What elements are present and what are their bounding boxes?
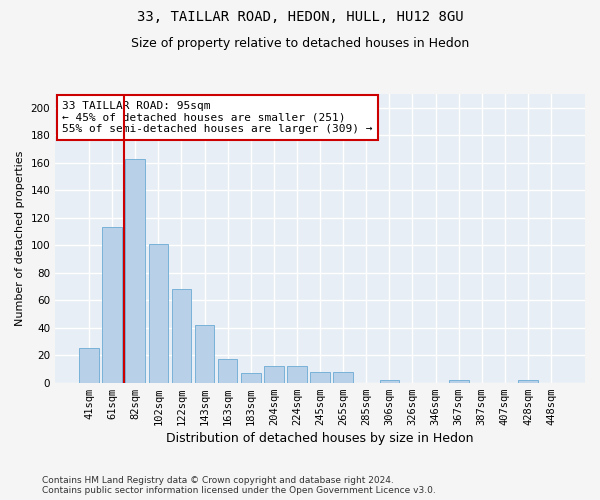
Bar (103, 228, 122, 382)
Text: Contains HM Land Registry data © Crown copyright and database right 2024.
Contai: Contains HM Land Registry data © Crown c… (42, 476, 436, 495)
Bar (149, 244, 168, 382)
X-axis label: Distribution of detached houses by size in Hedon: Distribution of detached houses by size … (166, 432, 474, 445)
Bar (218, 360, 238, 382)
Bar (264, 366, 284, 382)
Y-axis label: Number of detached properties: Number of detached properties (15, 150, 25, 326)
Bar (518, 380, 538, 382)
Bar (287, 366, 307, 382)
Bar (380, 380, 399, 382)
Bar (125, 158, 145, 382)
Bar (334, 372, 353, 382)
Bar (79, 348, 99, 382)
Text: 33, TAILLAR ROAD, HEDON, HULL, HU12 8GU: 33, TAILLAR ROAD, HEDON, HULL, HU12 8GU (137, 10, 463, 24)
Text: Size of property relative to detached houses in Hedon: Size of property relative to detached ho… (131, 38, 469, 51)
Bar (195, 325, 214, 382)
Bar (172, 289, 191, 382)
Bar (241, 373, 260, 382)
Text: 33 TAILLAR ROAD: 95sqm
← 45% of detached houses are smaller (251)
55% of semi-de: 33 TAILLAR ROAD: 95sqm ← 45% of detached… (62, 101, 373, 134)
Bar (310, 372, 330, 382)
Bar (449, 380, 469, 382)
